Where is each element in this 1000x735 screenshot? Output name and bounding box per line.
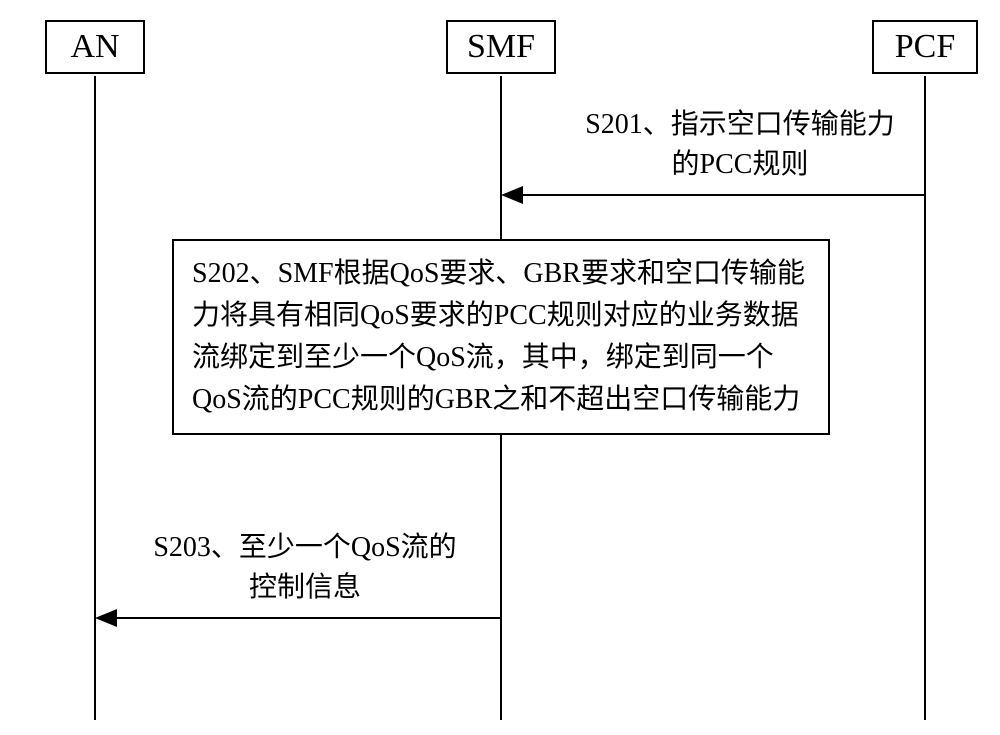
msg-s203-line [113, 617, 501, 619]
actor-an: AN [45, 20, 145, 74]
proc-s202: S202、SMF根据QoS要求、GBR要求和空口传输能力将具有相同QoS要求的P… [172, 239, 830, 435]
msg-s201-line [520, 194, 925, 196]
msg-s203-arrow [95, 609, 117, 627]
actor-an-label: AN [70, 28, 119, 65]
actor-pcf-label: PCF [895, 28, 956, 65]
msg-s201-arrow [501, 186, 523, 204]
msg-s203-label: S203、至少一个QoS流的 控制信息 [115, 528, 495, 608]
actor-smf-label: SMF [467, 28, 535, 65]
msg-s201-label: S201、指示空口传输能力 的PCC规则 [555, 105, 925, 185]
actor-pcf: PCF [872, 20, 978, 74]
sequence-diagram: AN SMF PCF S201、指示空口传输能力 的PCC规则 S202、SMF… [0, 0, 1000, 735]
actor-smf: SMF [446, 20, 556, 74]
proc-s202-text: S202、SMF根据QoS要求、GBR要求和空口传输能力将具有相同QoS要求的P… [192, 258, 805, 415]
